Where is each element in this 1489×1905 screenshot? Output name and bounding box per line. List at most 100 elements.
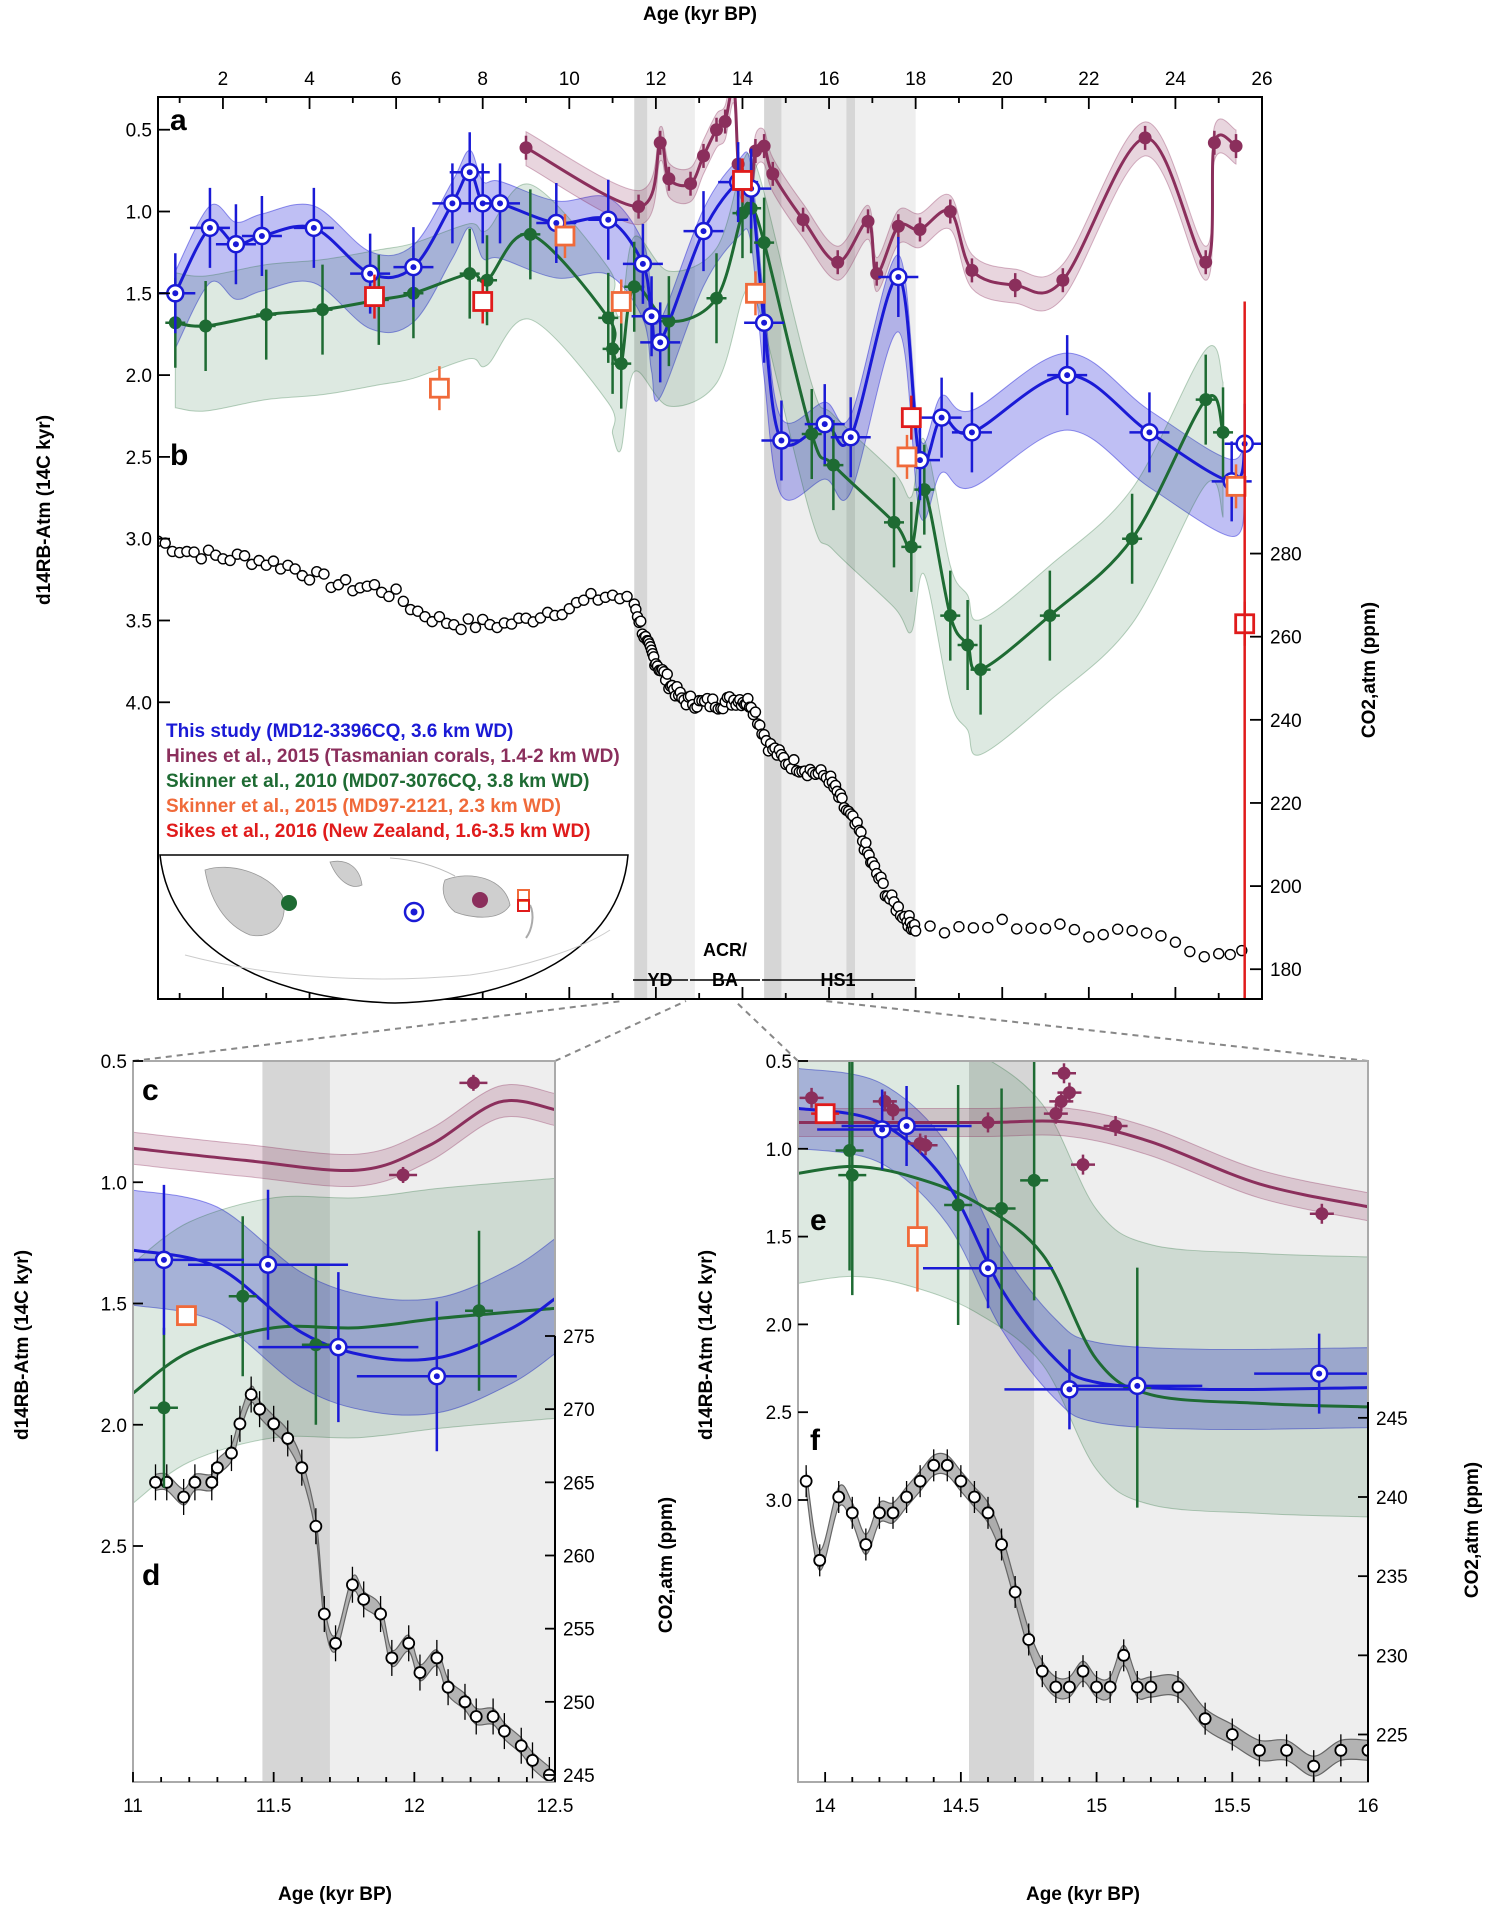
- co2-point: [1039, 922, 1052, 935]
- point-skinner2010: [316, 303, 330, 317]
- point-this_study-dot: [847, 434, 854, 441]
- co2-point: [1008, 1585, 1022, 1599]
- co2-point: [1213, 948, 1225, 960]
- point-hines: [697, 149, 711, 163]
- point-this_study-dot: [160, 1256, 167, 1263]
- point-hines: [718, 115, 732, 129]
- smooth-curves-c: [133, 1099, 555, 1395]
- top-axis-tick-label: 8: [477, 69, 488, 90]
- point-skinner2010: [951, 1198, 965, 1212]
- co2-point: [886, 1506, 900, 1520]
- co2-point: [303, 574, 316, 586]
- point-skinner2015: [1225, 475, 1247, 497]
- point-this_study-dot: [648, 313, 655, 320]
- co2-points-f: [799, 1449, 1368, 1782]
- point-this_study-dot: [916, 457, 923, 464]
- point-this_study-dot: [761, 319, 768, 326]
- point-skinner2010: [961, 638, 975, 652]
- co2-point: [244, 1388, 258, 1401]
- co2-point: [159, 537, 171, 549]
- axes-ab: 2 4 6 8 10 12 14 16 18 20 22 24 260.51.01.52.02.53.0…: [126, 69, 1302, 999]
- point-this_study-dot: [968, 429, 975, 436]
- point-hines: [1315, 1207, 1329, 1221]
- co2-point: [635, 615, 647, 627]
- shaded-interval: [647, 97, 695, 999]
- map-site-sikes: [517, 899, 530, 912]
- co2-point: [1111, 923, 1124, 935]
- bottom-axis-title-ef: Age (kyr BP): [1026, 1884, 1140, 1905]
- panel-label-e: e: [810, 1204, 827, 1237]
- point-sikes: [814, 1103, 836, 1125]
- left-axis-tick-label: 2.0: [126, 366, 152, 387]
- bottom-axis-tick-label: 15.5: [1214, 1796, 1251, 1817]
- co2-point: [505, 618, 518, 630]
- right-axis-tick-label: 275: [563, 1327, 595, 1348]
- point-skinner2015: [554, 225, 576, 247]
- top-axis-tick-label: 24: [1165, 69, 1187, 90]
- co2-point: [1068, 923, 1081, 936]
- co2-point: [430, 1651, 444, 1665]
- data-points-e: [799, 1061, 1368, 1508]
- co2-point: [877, 877, 889, 890]
- point-hines: [886, 1103, 900, 1117]
- point-hines: [396, 1168, 410, 1182]
- top-axis-tick-label: 26: [1251, 69, 1272, 90]
- event-hs1: HS1: [820, 970, 855, 990]
- right-axis-tick-label: 225: [1376, 1726, 1408, 1747]
- co2-points-b: [158, 535, 1248, 963]
- point-skinner2010: [887, 515, 901, 529]
- point-sikes: [364, 286, 385, 307]
- point-skinner2010: [1216, 425, 1230, 439]
- left-axis-tick-label: 2.0: [766, 1315, 792, 1336]
- co2-point: [1140, 927, 1153, 939]
- bottom-axis-tick-label: 14: [815, 1796, 837, 1817]
- event-acr-top: ACR/: [703, 940, 747, 960]
- co2-point: [1049, 1680, 1063, 1694]
- point-skinner2010: [606, 342, 620, 356]
- point-skinner2010: [757, 236, 771, 250]
- point-hines: [796, 213, 810, 227]
- point-this_study-dot: [553, 219, 560, 226]
- band-skinner-2010: [174, 152, 1224, 756]
- point-this_study-dot: [778, 437, 785, 444]
- left-axis-title-ab: d14RB-Atm (14C kyr): [34, 415, 55, 605]
- co2-point: [855, 826, 867, 838]
- co2-point: [996, 913, 1008, 926]
- left-axis-tick-label: 2.5: [766, 1403, 792, 1424]
- point-this_study-dot: [335, 1344, 342, 1351]
- co2-point: [188, 546, 200, 558]
- right-axis-tick-label: 235: [1376, 1567, 1408, 1588]
- point-skinner2015: [907, 1226, 928, 1247]
- co2-point: [578, 594, 590, 606]
- inset-map: [159, 854, 629, 1004]
- co2-point: [253, 1402, 267, 1416]
- left-axis-tick-label: 2.0: [101, 1416, 127, 1437]
- point-this_study-dot: [232, 241, 239, 248]
- left-axis-tick-label: 1.0: [101, 1173, 127, 1194]
- point-skinner2015: [610, 291, 632, 312]
- point-this_study-dot: [700, 228, 707, 235]
- left-axis-tick-label: 3.0: [126, 530, 152, 551]
- top-axis-tick-label: 10: [559, 69, 580, 90]
- map-site-skinner-2010: [281, 895, 297, 911]
- connector-c-right: [554, 1000, 687, 1062]
- left-axis-tick-label: 1.5: [101, 1295, 127, 1316]
- co2-point: [859, 1538, 873, 1551]
- point-this_study-dot: [1064, 372, 1071, 379]
- right-axis-tick-label: 230: [1376, 1646, 1408, 1667]
- co2-point: [514, 1739, 528, 1753]
- legend-this-study: This study (MD12-3396CQ, 3.6 km WD): [166, 721, 513, 742]
- co2-point: [913, 1474, 927, 1488]
- co2-point: [832, 1490, 846, 1504]
- plot-frame-ab: [157, 96, 1263, 1000]
- co2-point: [486, 1710, 500, 1723]
- co2-point: [556, 608, 568, 621]
- co2-point: [1103, 1680, 1117, 1694]
- co2-point: [1090, 1680, 1103, 1694]
- legend-sikes: Sikes et al., 2016 (New Zealand, 1.6-3.5…: [166, 821, 591, 842]
- band-this-study: [798, 1067, 1368, 1431]
- co2-point: [1076, 1664, 1090, 1678]
- legend: This study (MD12-3396CQ, 3.6 km WD) Hine…: [166, 721, 620, 842]
- point-hines: [805, 1091, 819, 1105]
